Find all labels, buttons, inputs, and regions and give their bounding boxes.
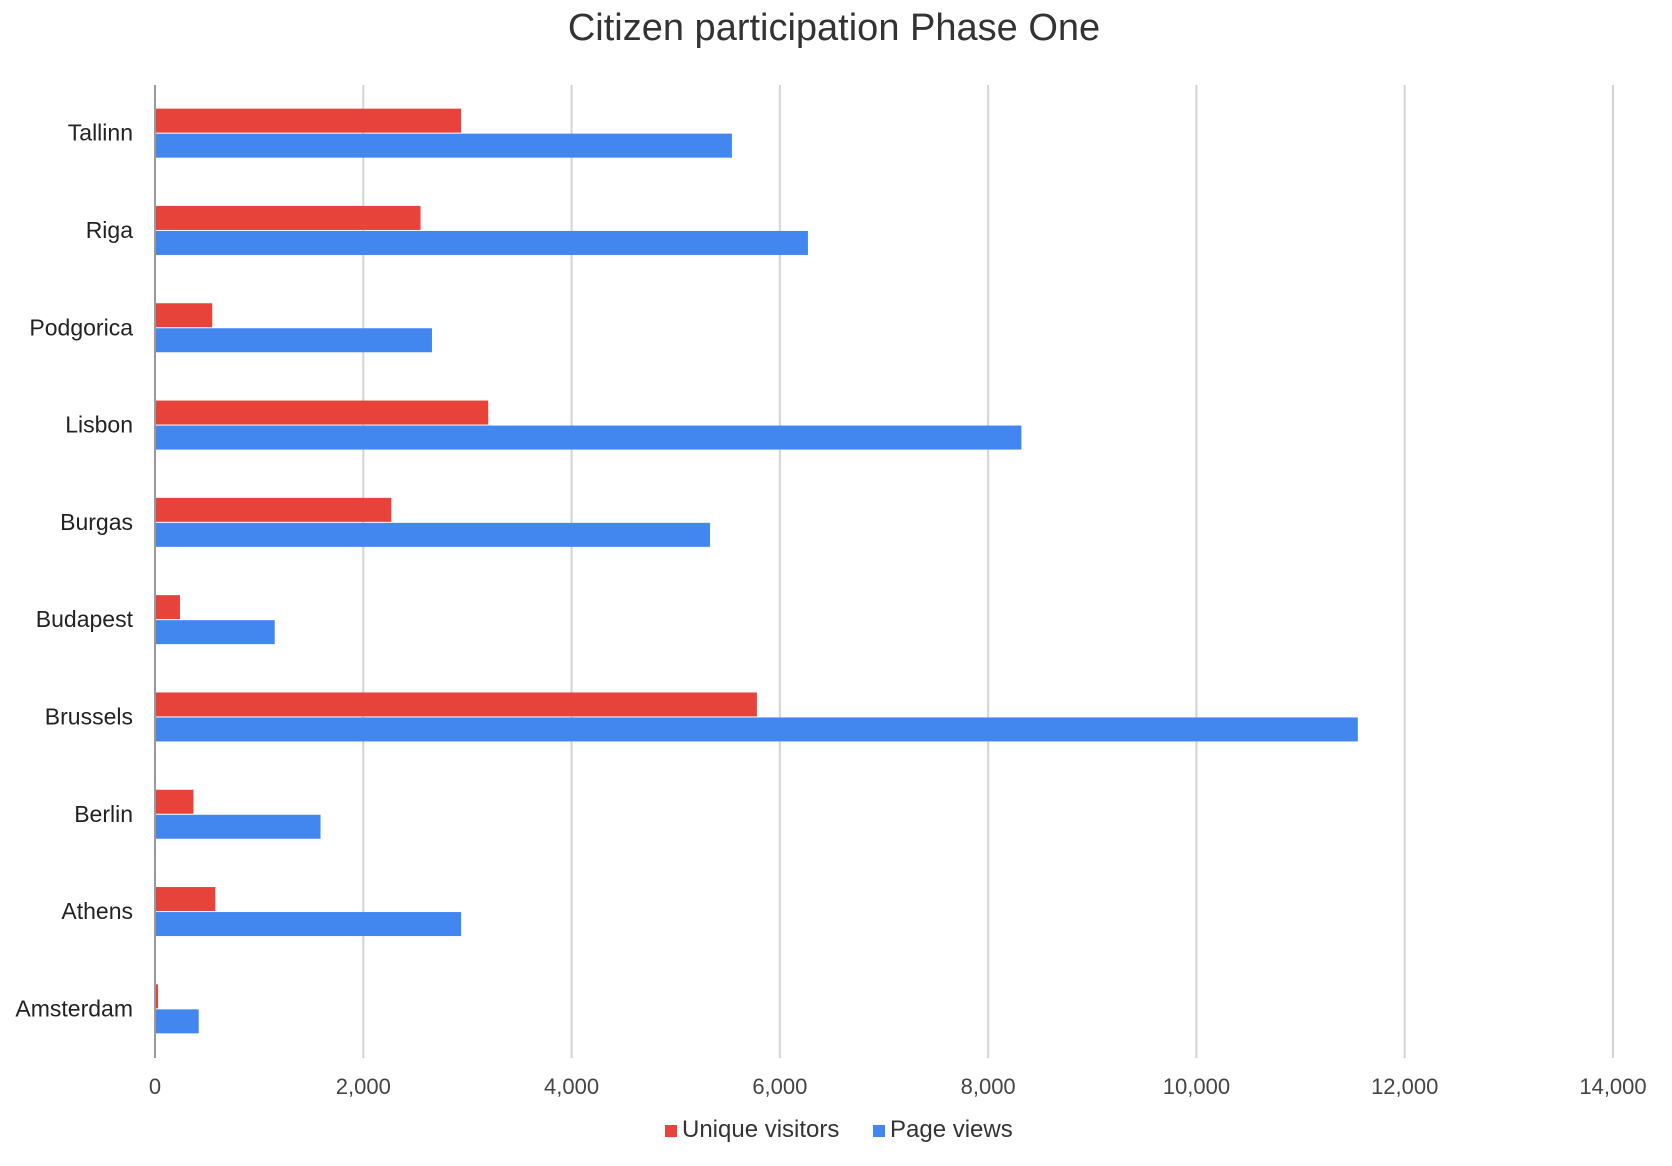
bars — [156, 108, 1358, 1034]
bar-page-views — [156, 717, 1358, 742]
bar-unique-visitors — [156, 595, 180, 620]
category-label: Burgas — [60, 509, 133, 535]
bar-unique-visitors — [156, 692, 757, 717]
category-label: Tallinn — [68, 120, 133, 146]
legend-label: Page views — [890, 1116, 1013, 1143]
bar-unique-visitors — [156, 984, 159, 1009]
bar-unique-visitors — [156, 497, 392, 522]
bar-page-views — [156, 230, 808, 255]
category-label: Berlin — [74, 801, 133, 827]
category-label: Podgorica — [29, 314, 133, 340]
bar-unique-visitors — [156, 108, 462, 133]
category-label: Lisbon — [65, 412, 133, 438]
legend-swatch — [665, 1125, 677, 1137]
x-tick-label: 2,000 — [336, 1074, 391, 1099]
category-labels: Tallinn Riga Podgorica Lisbon Burgas Budapest… — [15, 120, 133, 1022]
bar-page-views — [156, 912, 462, 937]
category-label: Budapest — [36, 606, 134, 632]
bar-unique-visitors — [156, 400, 489, 425]
x-tick-label: 4,000 — [544, 1074, 599, 1099]
bar-unique-visitors — [156, 789, 194, 814]
bar-page-views — [156, 425, 1022, 450]
legend-swatch — [873, 1125, 885, 1137]
category-label: Amsterdam — [15, 995, 133, 1021]
legend-label: Unique visitors — [682, 1116, 839, 1143]
bar-page-views — [156, 1009, 199, 1034]
bar-unique-visitors — [156, 303, 213, 328]
bar-page-views — [156, 328, 432, 353]
x-tick-label: 10,000 — [1163, 1074, 1230, 1099]
bar-page-views — [156, 522, 711, 547]
x-tick-label: 14,000 — [1579, 1074, 1646, 1099]
bar-unique-visitors — [156, 205, 421, 230]
x-tick-label: 0 — [149, 1074, 161, 1099]
category-label: Athens — [61, 898, 133, 924]
legend: Unique visitors Page views — [665, 1116, 1013, 1143]
bar-page-views — [156, 814, 321, 839]
x-tick-labels: 0 2,000 4,000 6,000 8,000 10,000 12,000 14,000 — [149, 1074, 1647, 1099]
category-label: Brussels — [45, 703, 133, 729]
x-tick-label: 8,000 — [961, 1074, 1016, 1099]
bar-page-views — [156, 133, 732, 158]
chart-title: Citizen participation Phase One — [568, 7, 1100, 49]
x-tick-label: 6,000 — [752, 1074, 807, 1099]
x-tick-label: 12,000 — [1371, 1074, 1438, 1099]
category-label: Riga — [86, 217, 134, 243]
bar-unique-visitors — [156, 887, 216, 912]
bar-page-views — [156, 620, 275, 645]
